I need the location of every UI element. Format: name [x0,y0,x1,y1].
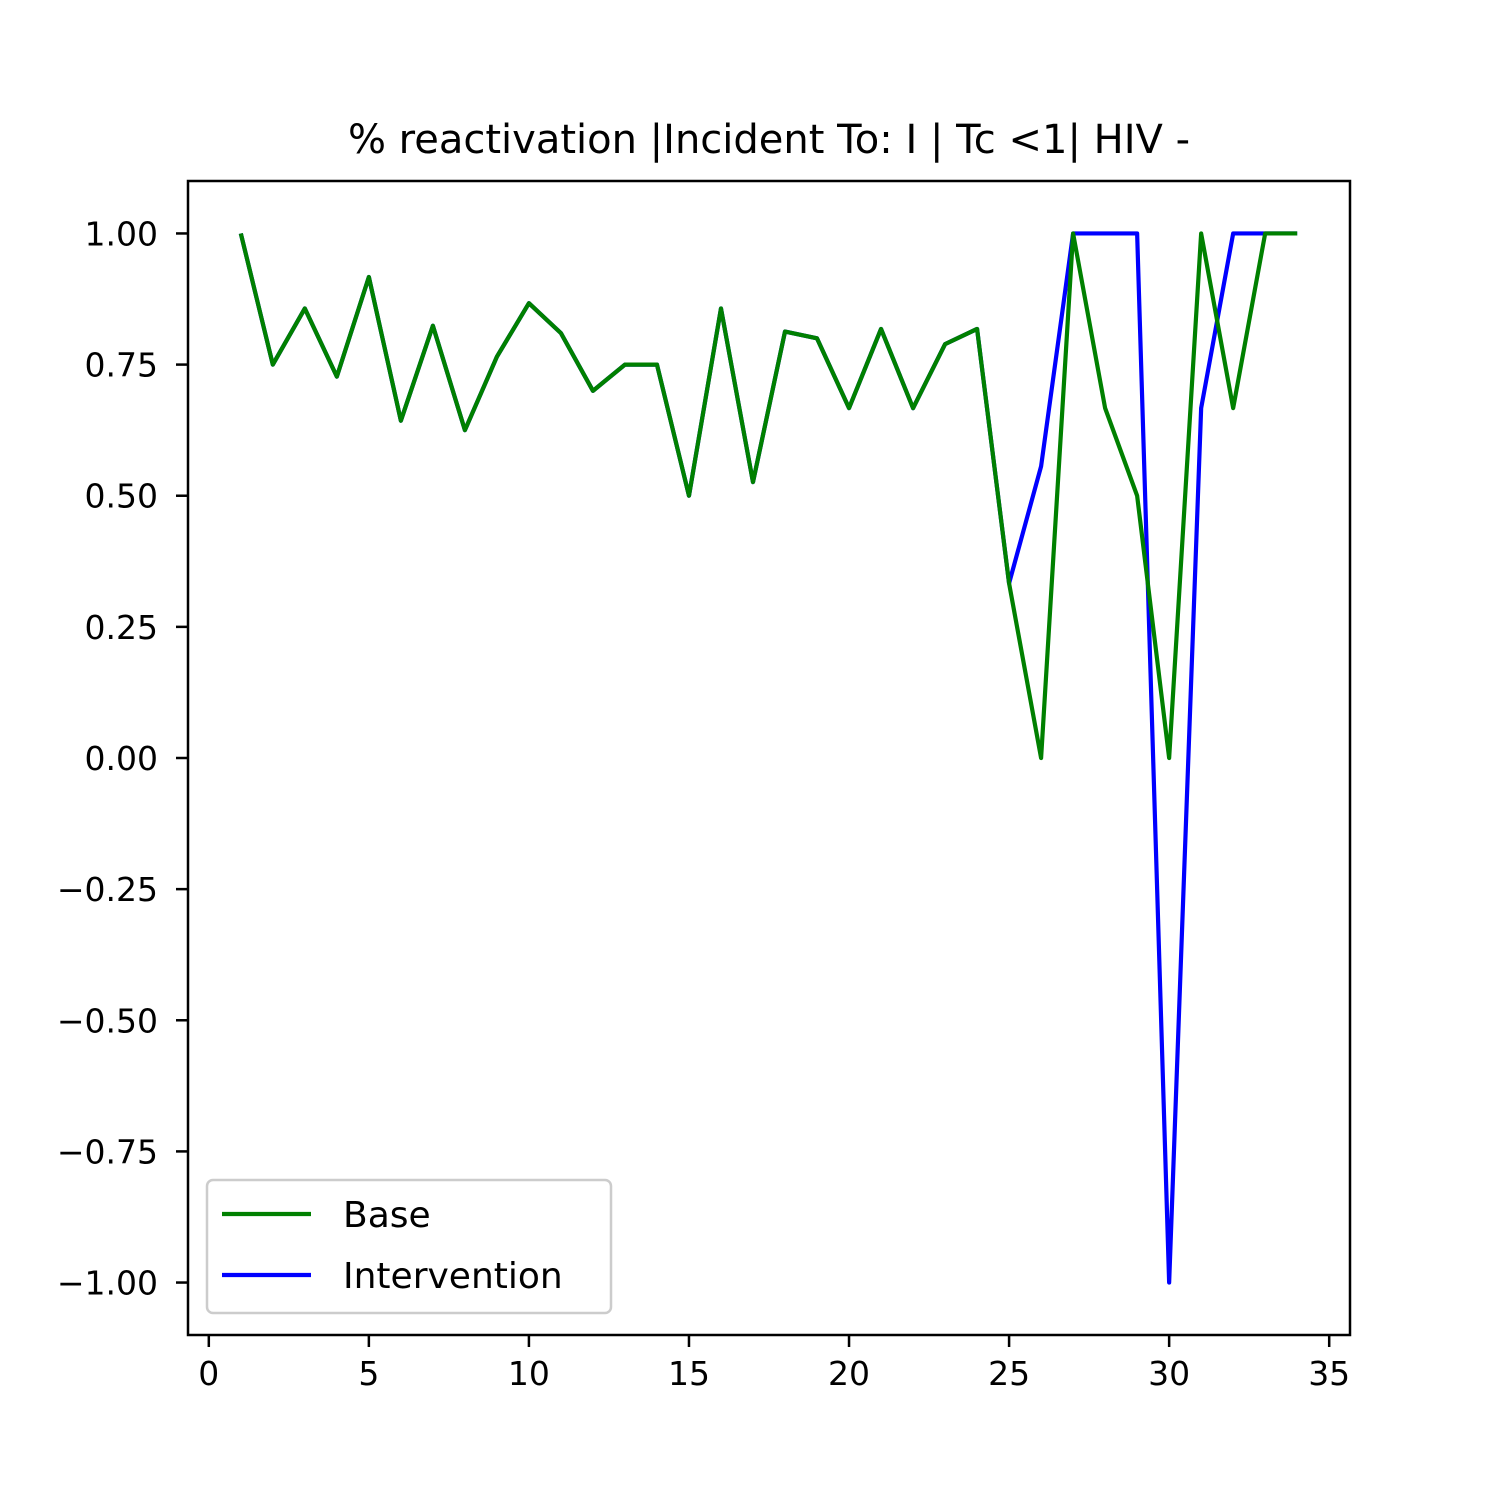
y-tick-label: −0.75 [57,1132,158,1171]
legend-label-base: Base [343,1195,431,1236]
y-tick-label: −0.25 [57,870,158,909]
x-tick-label: 25 [988,1354,1030,1393]
chart-title: % reactivation |Incident To: I | Tc <1| … [348,117,1190,163]
x-tick-label: 0 [198,1354,219,1393]
legend: Base Intervention [205,1178,613,1315]
x-tick-label: 20 [828,1354,870,1393]
series-line-base [238,231,1298,761]
y-tick-label: 0.50 [85,477,158,516]
x-tick-label: 10 [508,1354,550,1393]
plot-area: 0 5 10 15 20 25 30 35 1.00 0.75 0.50 0.25 0.00 −0.25 −… [57,179,1352,1393]
y-tick-label: 0.75 [85,346,158,385]
x-tick-label: 30 [1148,1354,1190,1393]
x-tick-label: 5 [358,1354,379,1393]
y-tick-label: 1.00 [85,214,158,253]
y-tick-label: −1.00 [57,1264,158,1303]
y-tick-label: −0.50 [57,1001,158,1040]
y-tick-label: 0.25 [85,608,158,647]
x-tick-label: 15 [668,1354,710,1393]
x-tick-label: 35 [1308,1354,1350,1393]
y-tick-label: 0.00 [85,739,158,778]
legend-label-intervention: Intervention [343,1256,563,1297]
